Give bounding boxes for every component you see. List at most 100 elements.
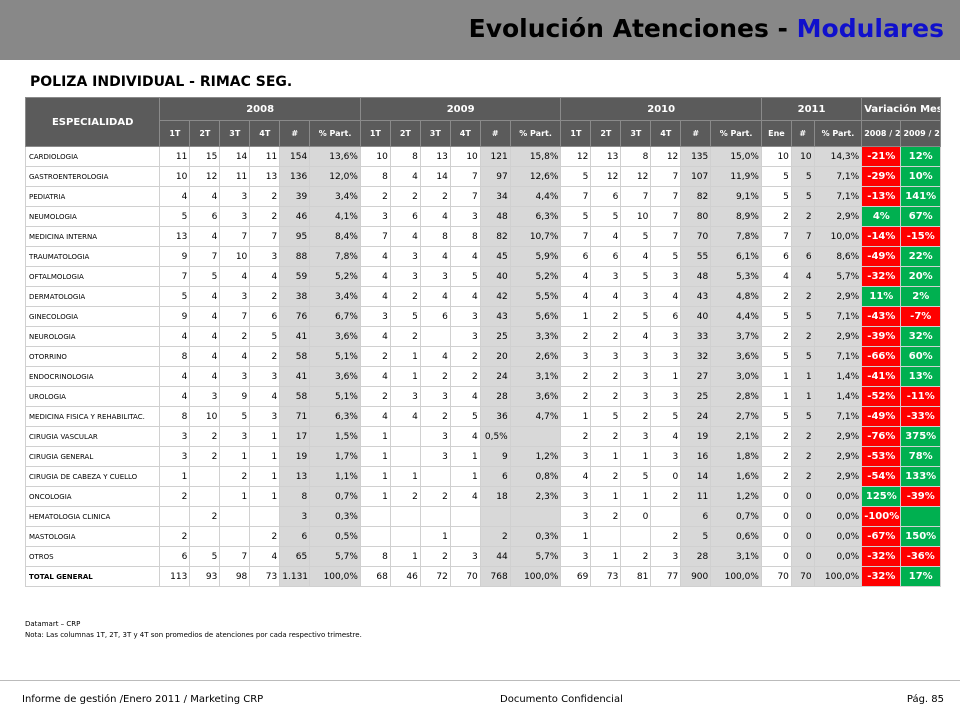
specialty-name: TRAUMATOLOGIA — [24, 246, 161, 267]
table-cell: 46 — [389, 566, 421, 587]
table-cell: 10 — [760, 146, 792, 167]
variation-cell: -66% — [861, 346, 902, 367]
table-cell: 76 — [279, 306, 311, 327]
table-cell: 7 — [650, 206, 682, 227]
table-cell: 3 — [359, 206, 391, 227]
table-cell: 24 — [680, 406, 712, 427]
period-header: 2T — [189, 120, 221, 147]
table-cell: 14 — [419, 166, 451, 187]
table-cell: 8,9% — [710, 206, 762, 227]
table-cell: 5 — [189, 546, 221, 567]
table-cell — [389, 426, 421, 447]
table-cell: 3 — [449, 326, 481, 347]
table-cell: 7,8% — [710, 226, 762, 247]
table-cell: 1 — [620, 446, 652, 467]
variation-cell: -32% — [861, 266, 902, 287]
table-cell: 7,1% — [813, 346, 863, 367]
table-cell: 4 — [650, 286, 682, 307]
variation-cell: 133% — [900, 466, 941, 487]
table-cell: 3,1% — [509, 366, 562, 387]
table-row: CARDIOLOGIA 11 15 14 11 154 13,6% 10 8 13 10 121 15,… — [24, 146, 941, 167]
period-header: 1T — [159, 120, 191, 147]
table-cell: 2 — [249, 186, 281, 207]
table-cell: 1 — [219, 446, 251, 467]
table-cell: 12 — [620, 166, 652, 187]
table-cell — [389, 446, 421, 467]
table-cell: 3 — [620, 286, 652, 307]
specialty-name: CIRUGIA DE CABEZA Y CUELLO — [24, 466, 161, 487]
table-cell: 100,0% — [813, 566, 863, 587]
table-cell: 58 — [279, 346, 311, 367]
table-cell: 2 — [389, 486, 421, 507]
table-cell: 3 — [650, 386, 682, 407]
table-cell: 36 — [479, 406, 511, 427]
table-cell: 4 — [760, 266, 792, 287]
table-cell: 2 — [189, 426, 221, 447]
table-cell: 4 — [419, 346, 451, 367]
table-cell: 3 — [389, 386, 421, 407]
table-cell: 2,8% — [710, 386, 762, 407]
table-cell: 72 — [419, 566, 451, 587]
table-cell: 1 — [159, 466, 191, 487]
table-cell: 3 — [219, 426, 251, 447]
table-row: OTROS 6 5 7 4 65 5,7% 8 1 2 3 44 5,7% 3 1 2 3 28 3,1% 0 0 0,0… — [24, 546, 941, 567]
table-cell: 0,7% — [309, 486, 361, 507]
table-cell: 3 — [560, 446, 592, 467]
table-cell: 5,7% — [309, 546, 361, 567]
table-cell: 2 — [650, 486, 682, 507]
table-cell: 5 — [449, 266, 481, 287]
specialty-name: OFTALMOLOGIA — [24, 266, 161, 287]
table-cell: 33 — [680, 326, 712, 347]
table-cell: 2 — [790, 206, 815, 227]
table-cell: 4 — [359, 326, 391, 347]
table-cell: 900 — [680, 566, 712, 587]
table-cell: 5 — [790, 306, 815, 327]
table-cell: 4 — [189, 346, 221, 367]
table-cell: 28 — [680, 546, 712, 567]
table-cell: 4 — [159, 326, 191, 347]
table-cell: 15,8% — [509, 146, 562, 167]
table-cell: 5 — [790, 346, 815, 367]
table-cell: 7,8% — [309, 246, 361, 267]
table-cell: 2,1% — [710, 426, 762, 447]
table-cell: 4 — [189, 186, 221, 207]
table-row: MEDICINA INTERNA 13 4 7 7 95 8,4% 7 4 8 8 82 10,7% 7 4… — [24, 226, 941, 247]
period-header: 2008 / 2009 — [861, 120, 902, 147]
table-cell: 0,6% — [710, 526, 762, 547]
table-cell: 2 — [249, 526, 281, 547]
table-cell: 0 — [760, 506, 792, 527]
variation-cell: 141% — [900, 186, 941, 207]
year-header: 2010 — [560, 97, 762, 121]
table-cell: 2 — [449, 366, 481, 387]
table-cell: 2 — [760, 286, 792, 307]
table-cell: 2,9% — [813, 326, 863, 347]
specialty-name: UROLOGIA — [24, 386, 161, 407]
table-cell: 59 — [279, 266, 311, 287]
variation-cell: -13% — [861, 186, 902, 207]
table-cell: 10,7% — [509, 226, 562, 247]
variation-cell: -33% — [900, 406, 941, 427]
table-cell: 2 — [249, 286, 281, 307]
table-cell: 10 — [449, 146, 481, 167]
table-cell: 4 — [590, 286, 622, 307]
table-row: OTORRINO 8 4 4 2 58 5,1% 2 1 4 2 20 2,6% 3 3 3 3 32 3,6% 5 5… — [24, 346, 941, 367]
table-cell: 4 — [359, 286, 391, 307]
table-cell: 15,0% — [710, 146, 762, 167]
table-cell: 2 — [590, 466, 622, 487]
table-cell: 2 — [790, 286, 815, 307]
table-cell: 6 — [650, 306, 682, 327]
table-cell: 3 — [650, 326, 682, 347]
table-cell: 2 — [790, 466, 815, 487]
period-header: % Part. — [813, 120, 863, 147]
table-cell: 3 — [249, 246, 281, 267]
table-cell: 34 — [479, 186, 511, 207]
period-header: 2T — [389, 120, 421, 147]
table-cell: 5,2% — [309, 266, 361, 287]
table-cell: 6 — [560, 246, 592, 267]
table-cell: 10,0% — [813, 226, 863, 247]
table-row: MEDICINA FISICA Y REHABILITAC. 8 10 5 3 71 6,3… — [24, 406, 941, 427]
table-cell: 44 — [479, 546, 511, 567]
table-cell: 10 — [359, 146, 391, 167]
table-cell: 1 — [359, 486, 391, 507]
table-cell: 5 — [219, 406, 251, 427]
